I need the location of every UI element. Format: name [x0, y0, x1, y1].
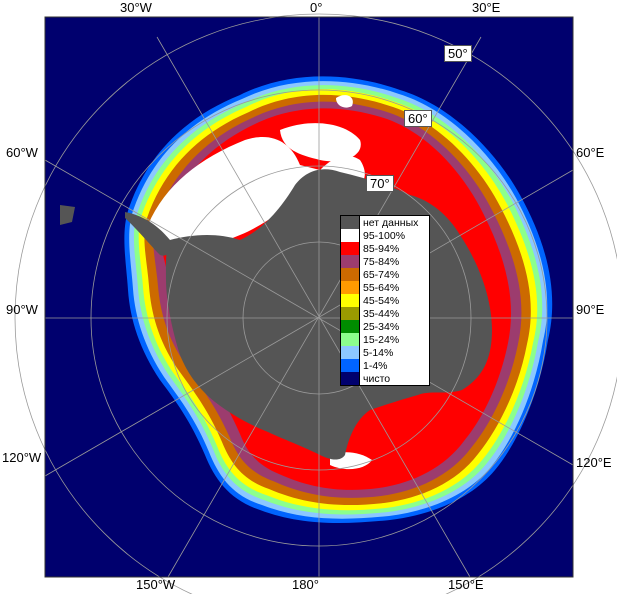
- legend-swatch: [341, 294, 360, 307]
- legend-swatch: [341, 268, 360, 281]
- south-america-tip: [60, 205, 75, 225]
- legend-label: 95-100%: [363, 229, 406, 242]
- legend-label: 55-64%: [363, 281, 400, 294]
- legend-label: 1-4%: [363, 359, 388, 372]
- legend-item: 55-64%: [341, 281, 429, 294]
- legend-swatch: [341, 346, 360, 359]
- legend-label: 75-84%: [363, 255, 400, 268]
- meridian-30W-150E: [156, 36, 471, 578]
- legend-item: 95-100%: [341, 229, 429, 242]
- legend-item: 65-74%: [341, 268, 429, 281]
- lon-label-0: 0°: [310, 0, 323, 15]
- legend-swatch: [341, 216, 360, 229]
- legend-label: 35-44%: [363, 307, 400, 320]
- legend-swatch: [341, 320, 360, 333]
- lon-label-60w: 60°W: [6, 145, 38, 160]
- lat-label-60: 60°: [404, 110, 432, 127]
- legend-item: 25-34%: [341, 320, 429, 333]
- legend-item: 35-44%: [341, 307, 429, 320]
- lon-label-180: 180°: [292, 577, 319, 592]
- lon-label-30e: 30°E: [472, 0, 501, 15]
- meridian-60E-120W: [44, 169, 574, 477]
- meridian-60W-120E: [44, 159, 574, 466]
- lon-label-90w: 90°W: [6, 302, 38, 317]
- legend-label: нет данных: [363, 216, 419, 229]
- lon-label-60e: 60°E: [576, 145, 605, 160]
- legend-label: 15-24%: [363, 333, 400, 346]
- meridian-30E-150W: [167, 36, 482, 578]
- legend-item: 85-94%: [341, 242, 429, 255]
- legend-swatch: [341, 359, 360, 372]
- lat-label-70: 70°: [366, 175, 394, 192]
- lon-label-30w: 30°W: [120, 0, 152, 15]
- legend-swatch: [341, 229, 360, 242]
- lon-label-150e: 150°E: [448, 577, 484, 592]
- lat-label-50: 50°: [444, 45, 472, 62]
- legend-label: 25-34%: [363, 320, 400, 333]
- concentration-legend: нет данных 95-100% 85-94% 75-84% 65-74% 55-64…: [340, 215, 430, 386]
- map-frame: [44, 16, 574, 578]
- legend-swatch: [341, 307, 360, 320]
- legend-swatch: [341, 372, 360, 385]
- legend-label: 65-74%: [363, 268, 400, 281]
- legend-item: 15-24%: [341, 333, 429, 346]
- legend-label: 45-54%: [363, 294, 400, 307]
- antarctic-peninsula: [125, 212, 171, 256]
- solid-ice-patches: [148, 95, 372, 470]
- ice-patch-northeast: [280, 123, 361, 162]
- legend-label: 85-94%: [363, 242, 400, 255]
- weddell-sea-ice: [148, 137, 365, 247]
- ice-patch-small: [336, 95, 353, 108]
- graticule: [14, 13, 617, 594]
- legend-item: 75-84%: [341, 255, 429, 268]
- legend-swatch: [341, 255, 360, 268]
- legend-label: чисто: [363, 372, 391, 385]
- legend-swatch: [341, 242, 360, 255]
- lon-label-150w: 150°W: [136, 577, 176, 592]
- legend-item: нет данных: [341, 216, 429, 229]
- lon-label-90e: 90°E: [576, 302, 605, 317]
- legend-item: чисто: [341, 372, 429, 385]
- legend-swatch: [341, 281, 360, 294]
- lon-label-120w: 120°W: [2, 450, 42, 465]
- legend-label: 5-14%: [363, 346, 394, 359]
- lon-label-120e: 120°E: [576, 455, 612, 470]
- legend-swatch: [341, 333, 360, 346]
- legend-item: 5-14%: [341, 346, 429, 359]
- legend-item: 45-54%: [341, 294, 429, 307]
- latitude-circle-50: [14, 13, 617, 594]
- legend-item: 1-4%: [341, 359, 429, 372]
